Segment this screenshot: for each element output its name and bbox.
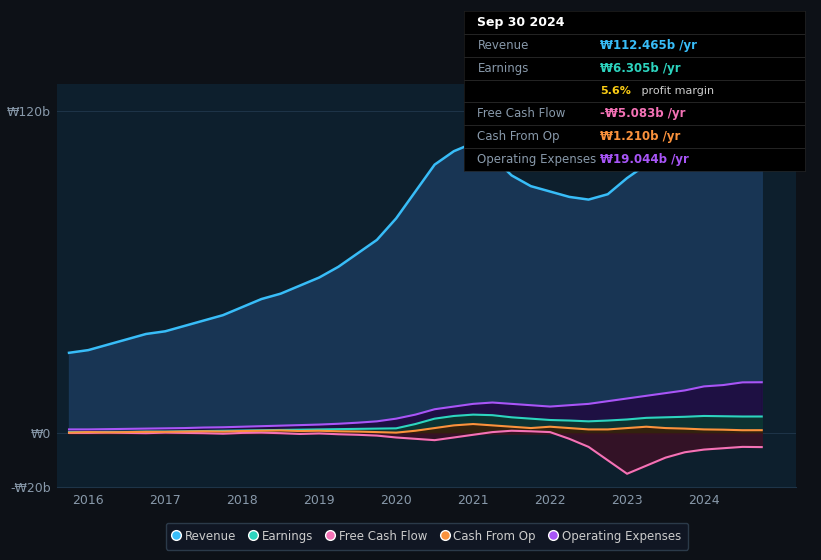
Text: ₩19.044b /yr: ₩19.044b /yr <box>600 153 689 166</box>
Legend: Revenue, Earnings, Free Cash Flow, Cash From Op, Operating Expenses: Revenue, Earnings, Free Cash Flow, Cash … <box>166 522 688 550</box>
Text: -₩5.083b /yr: -₩5.083b /yr <box>600 108 686 120</box>
Text: profit margin: profit margin <box>638 86 713 96</box>
Text: ₩6.305b /yr: ₩6.305b /yr <box>600 62 681 74</box>
Text: ₩1.210b /yr: ₩1.210b /yr <box>600 130 681 143</box>
Text: Sep 30 2024: Sep 30 2024 <box>478 16 565 29</box>
Text: Cash From Op: Cash From Op <box>478 130 560 143</box>
Text: Revenue: Revenue <box>478 39 529 52</box>
Text: Free Cash Flow: Free Cash Flow <box>478 108 566 120</box>
Text: Operating Expenses: Operating Expenses <box>478 153 597 166</box>
Text: 5.6%: 5.6% <box>600 86 631 96</box>
Text: ₩112.465b /yr: ₩112.465b /yr <box>600 39 697 52</box>
Text: Earnings: Earnings <box>478 62 529 74</box>
